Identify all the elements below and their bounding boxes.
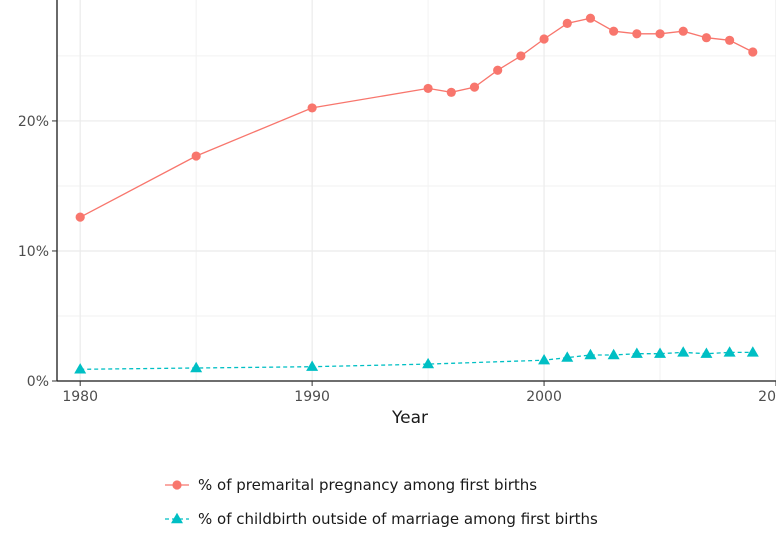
data-point-circle <box>701 33 712 43</box>
data-point-circle <box>609 26 619 36</box>
data-point-circle <box>493 65 503 75</box>
data-point-triangle <box>677 346 690 357</box>
legend-label-2: % of childbirth outside of marriage amon… <box>198 510 598 528</box>
data-point-triangle <box>746 346 759 357</box>
tick-labels: 1980 1990 2000 2010 0% 10% 20% <box>18 114 776 405</box>
legend-label-1: % of premarital pregnancy among first bi… <box>198 476 537 494</box>
data-point-circle <box>562 18 572 29</box>
data-point-triangle <box>561 351 574 362</box>
data-points <box>74 13 759 374</box>
grid-lines <box>57 0 776 382</box>
data-point-triangle <box>306 360 319 371</box>
data-point-circle <box>655 29 665 39</box>
data-point-circle <box>469 82 480 92</box>
data-point-circle <box>516 51 526 61</box>
data-point-triangle <box>190 361 203 373</box>
x-axis-title: Year <box>391 408 428 428</box>
y-tick-label: 0% <box>27 374 49 390</box>
data-point-triangle <box>723 346 736 357</box>
data-point-triangle <box>630 347 643 358</box>
data-point-circle <box>678 26 688 36</box>
data-point-circle <box>423 83 433 94</box>
x-tick-label: 1990 <box>294 389 330 405</box>
legend-key-circle <box>172 480 182 490</box>
data-point-circle <box>539 34 549 44</box>
series-line-1 <box>79 17 754 218</box>
data-point-circle <box>725 35 735 45</box>
data-point-triangle <box>584 348 597 360</box>
legend: % of premarital pregnancy among first bi… <box>165 476 598 528</box>
data-point-circle <box>191 151 201 161</box>
series-line-2 <box>80 351 753 370</box>
data-point-triangle <box>607 348 620 360</box>
series-lines <box>79 17 754 370</box>
data-point-circle <box>632 29 642 39</box>
x-tick-label: 1980 <box>62 389 98 405</box>
data-point-triangle <box>538 353 551 365</box>
data-point-circle <box>446 87 456 97</box>
legend-key-triangle <box>171 512 183 524</box>
y-tick-label: 10% <box>18 244 49 260</box>
x-tick-label: 2010 <box>758 389 776 405</box>
data-point-circle <box>585 13 596 23</box>
data-point-triangle <box>700 347 713 358</box>
y-tick-label: 20% <box>18 114 49 130</box>
axes <box>52 0 776 386</box>
data-point-triangle <box>422 357 435 369</box>
x-tick-label: 2000 <box>526 389 562 405</box>
data-point-circle <box>307 103 317 113</box>
data-point-triangle <box>74 363 87 374</box>
data-point-circle <box>75 212 85 222</box>
data-point-triangle <box>654 347 667 358</box>
data-point-circle <box>748 47 758 57</box>
